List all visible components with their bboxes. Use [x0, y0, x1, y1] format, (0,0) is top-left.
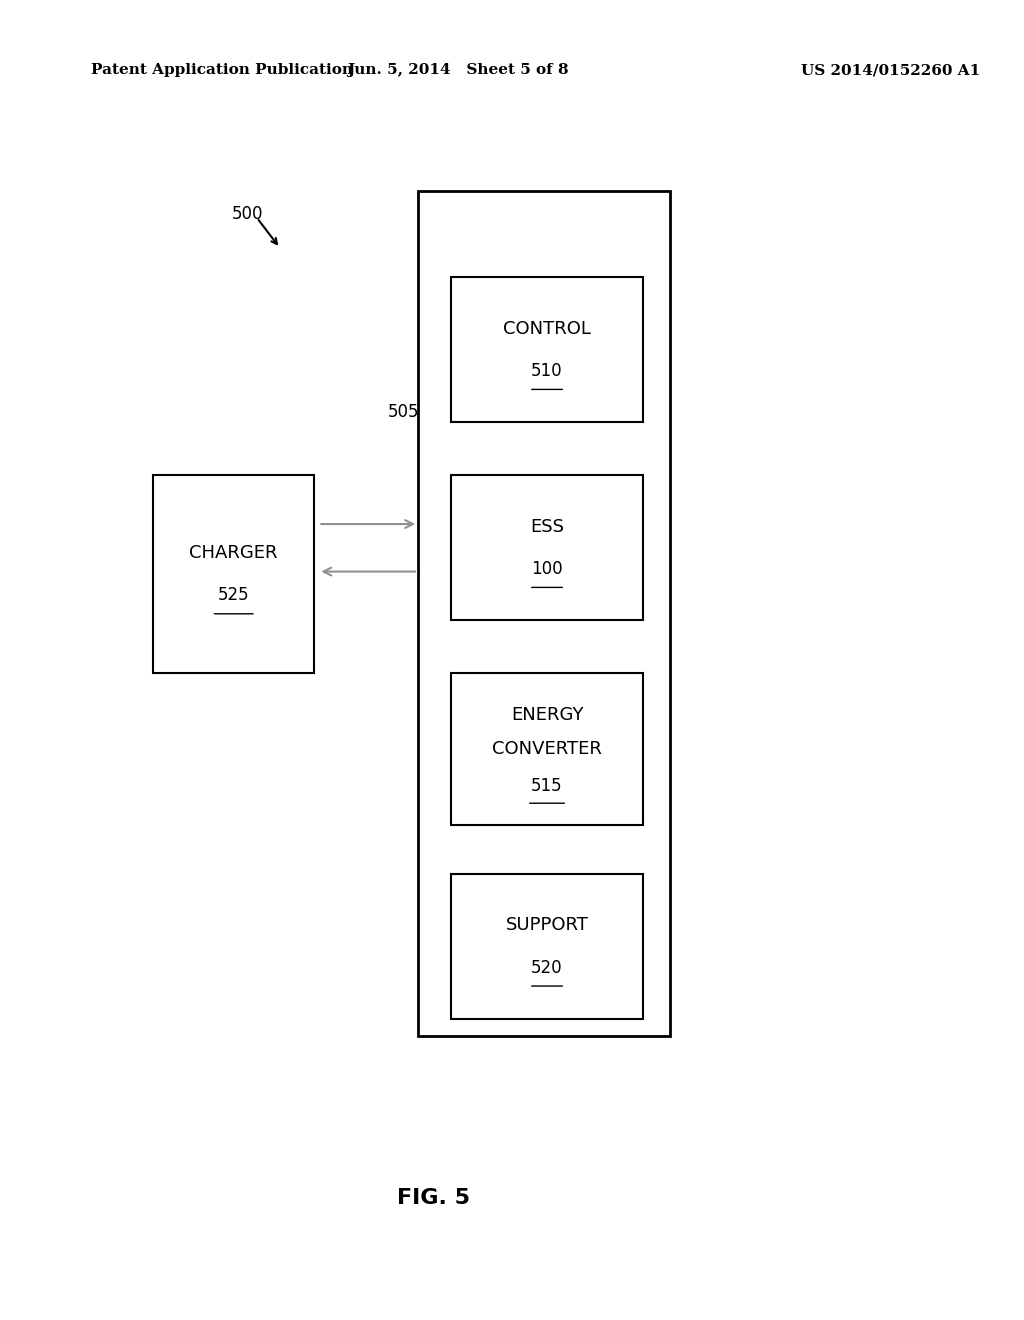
Text: FIG. 5: FIG. 5: [396, 1188, 470, 1208]
Text: 510: 510: [531, 362, 563, 380]
Bar: [452, 673, 643, 825]
Bar: [452, 475, 643, 620]
Text: ESS: ESS: [530, 517, 564, 536]
Text: SUPPORT: SUPPORT: [506, 916, 589, 935]
Bar: [154, 475, 314, 673]
Text: Patent Application Publication: Patent Application Publication: [91, 63, 352, 78]
Text: 100: 100: [531, 560, 563, 578]
Text: 505: 505: [388, 403, 420, 421]
Text: 500: 500: [231, 205, 263, 223]
Bar: [452, 874, 643, 1019]
Bar: [452, 277, 643, 422]
Text: ENERGY: ENERGY: [511, 706, 584, 723]
Text: 515: 515: [531, 777, 563, 795]
Bar: [418, 191, 670, 1036]
Text: 520: 520: [531, 958, 563, 977]
Text: CONTROL: CONTROL: [503, 319, 591, 338]
Text: Jun. 5, 2014   Sheet 5 of 8: Jun. 5, 2014 Sheet 5 of 8: [347, 63, 569, 78]
Text: CHARGER: CHARGER: [189, 544, 278, 562]
Text: CONVERTER: CONVERTER: [493, 741, 602, 758]
Text: 525: 525: [218, 586, 250, 605]
Text: US 2014/0152260 A1: US 2014/0152260 A1: [801, 63, 980, 78]
